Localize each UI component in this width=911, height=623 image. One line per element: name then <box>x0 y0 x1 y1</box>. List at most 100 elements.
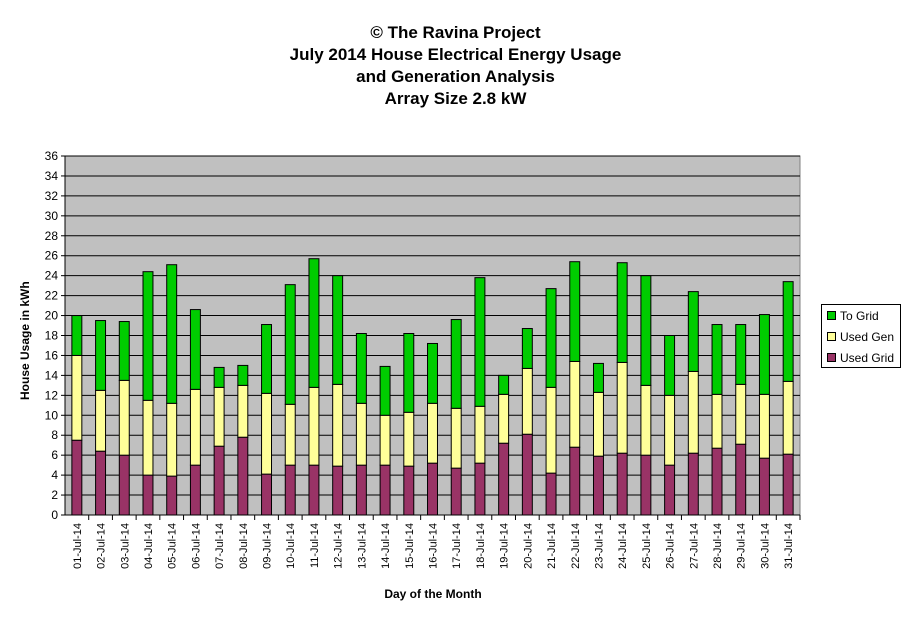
bar-used-grid <box>687 452 699 516</box>
bar-used-gen <box>640 384 652 456</box>
legend-swatch-used-gen <box>827 332 836 342</box>
x-tick-label: 09-Jul-14 <box>262 523 274 569</box>
bar-used-gen <box>355 402 367 466</box>
bar-used-gen <box>379 414 391 466</box>
legend-item-used-gen: Used Gen <box>827 329 894 345</box>
title-line-1: © The Ravina Project <box>370 23 541 42</box>
bar-to-grid <box>545 288 557 388</box>
x-tick-label: 28-Jul-14 <box>712 523 724 569</box>
bar-used-gen <box>142 399 154 476</box>
bar-used-gen <box>427 402 438 464</box>
bar-used-grid <box>521 433 533 516</box>
bar-used-grid <box>498 442 510 516</box>
bar-used-grid <box>308 464 320 516</box>
x-tick-label: 05-Jul-14 <box>167 523 179 569</box>
x-tick-label: 15-Jul-14 <box>404 523 416 569</box>
x-tick-label: 12-Jul-14 <box>333 523 345 569</box>
y-tick-label: 14 <box>45 368 59 382</box>
x-tick-labels: 01-Jul-14 02-Jul-14 03-Jul-14 04-Jul-14 05-J… <box>72 523 795 569</box>
bar-to-grid <box>379 365 391 416</box>
bar-used-grid <box>545 472 557 516</box>
x-tick-label: 26-Jul-14 <box>665 523 677 569</box>
bar-used-grid <box>118 454 130 516</box>
x-tick-label: 29-Jul-14 <box>736 523 748 569</box>
bar-to-grid <box>261 324 273 394</box>
x-axis-label: Day of the Month <box>384 587 482 601</box>
bar-to-grid <box>711 324 723 395</box>
legend-label-to-grid: To Grid <box>840 309 879 323</box>
bar-to-grid <box>758 314 770 395</box>
bar-used-grid <box>332 465 344 516</box>
chart-title: © The Ravina Project July 2014 House Ele… <box>0 22 911 110</box>
y-tick-label: 8 <box>51 428 58 442</box>
bar-used-grid <box>95 450 107 516</box>
bar-used-gen <box>545 386 557 474</box>
axes <box>61 155 801 520</box>
x-tick-label: 30-Jul-14 <box>759 523 771 569</box>
y-tick-label: 36 <box>45 149 59 163</box>
bar-to-grid <box>166 264 178 404</box>
x-tick-label: 18-Jul-14 <box>475 523 487 569</box>
x-tick-label: 14-Jul-14 <box>380 523 392 569</box>
legend-label-used-grid: Used Grid <box>840 351 895 365</box>
bar-to-grid <box>687 291 699 372</box>
title-line-2: July 2014 House Electrical Energy Usage <box>289 45 622 64</box>
bar-used-gen <box>616 361 628 454</box>
bar-used-grid <box>616 452 628 516</box>
y-tick-label: 10 <box>45 408 59 422</box>
bar-used-gen <box>687 370 699 454</box>
bar-used-grid <box>474 462 486 516</box>
bar-used-grid <box>237 436 249 516</box>
y-tick-label: 2 <box>51 488 58 502</box>
y-tick-label: 24 <box>45 269 59 283</box>
legend-swatch-to-grid <box>827 311 836 321</box>
legend-swatch-used-grid <box>827 353 836 363</box>
bar-used-gen <box>521 367 533 435</box>
bar-used-grid <box>450 467 462 516</box>
bar-used-grid <box>355 464 367 516</box>
x-tick-label: 02-Jul-14 <box>96 523 108 569</box>
bar-used-grid <box>711 447 723 516</box>
bar-to-grid <box>498 374 510 395</box>
bar-used-gen <box>711 393 723 449</box>
legend: To Grid Used Gen Used Grid <box>821 304 901 368</box>
x-tick-label: 11-Jul-14 <box>309 523 321 568</box>
bar-to-grid <box>735 324 747 385</box>
bar-used-gen <box>474 405 486 464</box>
bar-used-grid <box>640 454 652 516</box>
bar-used-grid <box>403 465 415 516</box>
bar-used-grid <box>166 475 178 516</box>
x-tick-label: 24-Jul-14 <box>617 523 629 569</box>
bar-used-gen <box>569 360 581 448</box>
bar-to-grid <box>427 342 438 404</box>
x-tick-label: 07-Jul-14 <box>214 523 226 569</box>
x-tick-label: 31-Jul-14 <box>783 523 795 569</box>
bar-to-grid <box>213 366 225 388</box>
bar-used-gen <box>664 394 676 466</box>
bar-used-grid <box>427 462 438 516</box>
bar-to-grid <box>592 362 604 393</box>
bar-to-grid <box>284 284 296 405</box>
bar-used-grid <box>569 446 581 516</box>
bar-used-gen <box>95 389 107 452</box>
y-tick-label: 6 <box>51 448 58 462</box>
bar-used-gen <box>213 386 225 447</box>
y-tick-label: 20 <box>45 309 59 323</box>
bar-used-gen <box>403 411 415 467</box>
x-tick-label: 19-Jul-14 <box>499 523 511 569</box>
y-tick-label: 0 <box>51 508 58 522</box>
bar-to-grid <box>118 321 130 381</box>
bar-used-grid <box>213 445 225 516</box>
bar-to-grid <box>664 335 676 396</box>
x-tick-label: 27-Jul-14 <box>688 523 700 569</box>
bar-used-grid <box>664 464 676 516</box>
bar-to-grid <box>95 320 107 391</box>
bar-used-gen <box>189 388 201 466</box>
y-tick-label: 4 <box>51 468 58 482</box>
bar-used-gen <box>284 403 296 466</box>
bar-to-grid <box>569 261 581 362</box>
legend-item-used-grid: Used Grid <box>827 350 894 366</box>
bar-used-grid <box>379 464 391 516</box>
